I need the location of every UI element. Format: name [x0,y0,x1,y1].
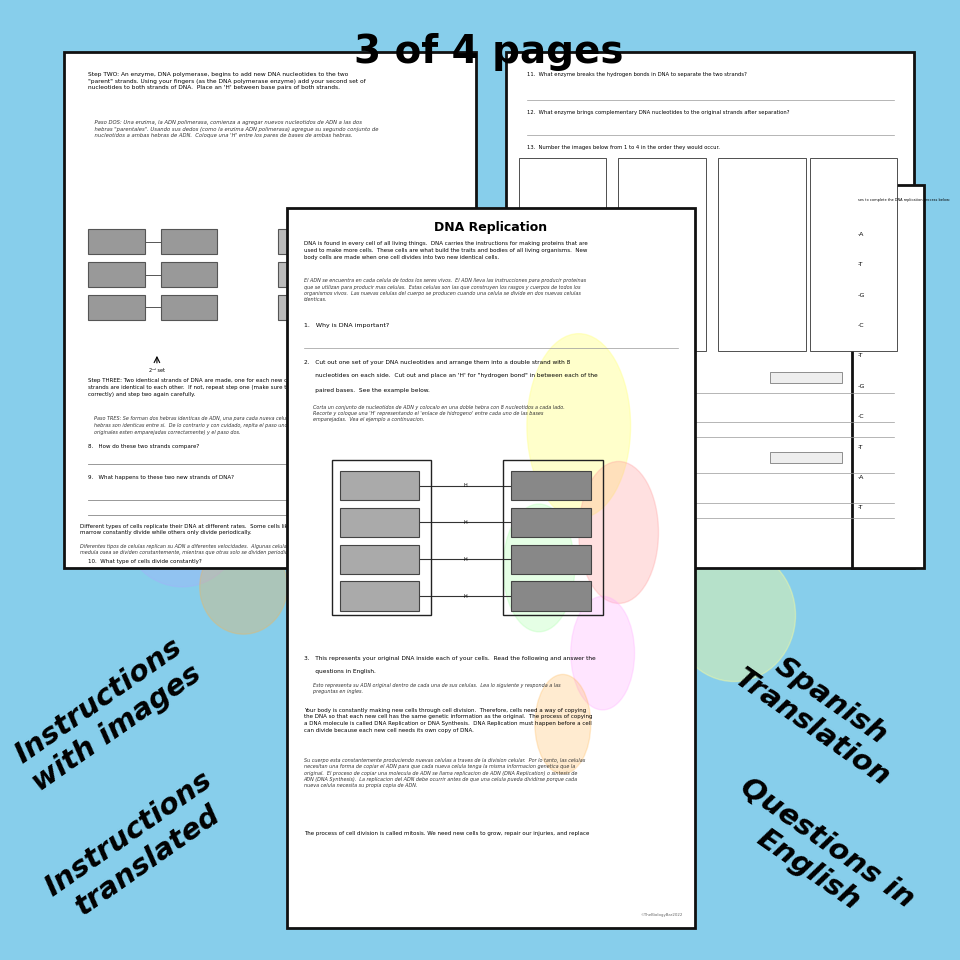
Circle shape [576,502,664,596]
Circle shape [104,388,174,464]
Text: 3 of 4 pages: 3 of 4 pages [354,34,624,71]
Text: Spanish
Translation: Spanish Translation [730,637,914,792]
FancyBboxPatch shape [852,184,924,568]
Circle shape [717,436,822,549]
Text: Instructions
translated: Instructions translated [40,766,236,928]
Circle shape [121,454,244,587]
FancyBboxPatch shape [287,208,695,927]
Text: Instructions
with images: Instructions with images [9,633,206,797]
FancyBboxPatch shape [506,52,914,568]
Text: Questions in
English: Questions in English [716,773,919,940]
Circle shape [673,549,796,682]
FancyBboxPatch shape [64,52,476,568]
Circle shape [612,350,752,502]
Circle shape [200,540,287,635]
Circle shape [769,303,875,417]
